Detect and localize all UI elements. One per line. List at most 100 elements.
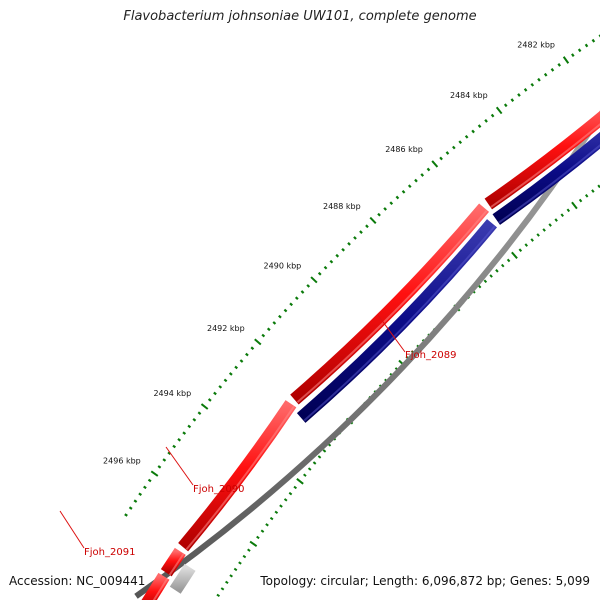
inner-ruler-tick	[303, 473, 307, 477]
inner-ruler-tick	[247, 548, 251, 552]
ruler-tick	[172, 444, 177, 449]
inner-ruler-tick	[260, 529, 265, 533]
forward-cds-fjoh-2090	[178, 400, 297, 552]
inner-ruler-tick	[530, 238, 534, 242]
ruler-label: 2486 kbp	[385, 145, 423, 154]
inner-ruler-tick	[293, 485, 298, 490]
forward-cds-fjoh-2089-neighbor-highlight	[296, 210, 488, 403]
inner-ruler-tick	[591, 189, 595, 193]
reverse-cds-upstream-highlight	[498, 144, 600, 224]
gene-label-fjoh-2089: Fjoh_2089	[405, 350, 456, 361]
ruler-tick	[420, 173, 425, 177]
ruler-tick	[187, 424, 192, 429]
forward-cds-upstream-highlight	[490, 123, 600, 208]
inner-ruler-tick	[506, 258, 511, 263]
ruler-tick	[431, 160, 439, 168]
ruler-label: 2482 kbp	[517, 40, 555, 49]
reverse-cds-fjoh-2089	[296, 219, 498, 423]
ruler-tick	[530, 82, 535, 87]
ruler-label: 2494 kbp	[153, 389, 191, 398]
inner-ruler-tick	[495, 269, 499, 273]
ruler-tick	[239, 359, 244, 363]
inner-ruler-tick	[225, 580, 229, 585]
inner-ruler-tick	[317, 455, 322, 459]
reverse-cds-fjoh-2089-highlight	[303, 225, 496, 422]
ruler-tick	[266, 327, 271, 332]
inner-ruler-tick	[584, 194, 589, 198]
inner-ruler-tick	[511, 251, 518, 259]
inner-ruler-tick	[279, 504, 283, 508]
gene-label-fjoh-2091: Fjoh_2091	[84, 547, 135, 558]
forward-cds-fjoh-2090-highlight	[185, 405, 295, 551]
inner-ruler-tick	[238, 561, 242, 565]
ruler-tick	[341, 247, 345, 252]
ruler-tick	[584, 43, 589, 48]
inner-ruler-tick	[249, 540, 258, 547]
ruler-tick	[124, 513, 128, 517]
ruler-tick	[458, 140, 463, 145]
inner-ruler-tick	[265, 523, 269, 527]
ruler-label: 2492 kbp	[207, 324, 245, 333]
ruler-tick	[495, 106, 503, 115]
ruler-ticks	[124, 34, 600, 598]
ruler-tick	[335, 253, 340, 258]
inner-ruler-tick	[524, 243, 528, 247]
ruler-tick	[207, 398, 212, 402]
ruler-tick	[543, 72, 548, 77]
ruler-tick	[157, 465, 162, 469]
ruler-tick	[484, 119, 488, 123]
pseudogene-fjoh-2091	[169, 563, 196, 594]
ruler-label: 2488 kbp	[323, 202, 361, 211]
inner-ruler-tick	[288, 491, 293, 496]
ruler-tick	[223, 378, 228, 383]
inner-ruler-tick	[518, 248, 523, 252]
ruler-tick	[218, 385, 223, 389]
ruler-tick	[426, 167, 431, 172]
ruler-tick	[283, 308, 288, 313]
inner-ruler-tick	[269, 516, 274, 521]
inner-ruler-tick	[296, 478, 304, 485]
ruler-tick	[445, 151, 450, 155]
map-title: Flavobacterium johnsoniae UW101, complet…	[123, 9, 477, 24]
ruler-tick	[197, 411, 202, 415]
inner-ruler-tick	[578, 198, 583, 203]
ruler-tick	[407, 184, 412, 189]
forward-cds-fjoh-2091	[160, 547, 186, 577]
inner-ruler-tick	[536, 233, 540, 237]
ruler-tick	[577, 48, 582, 53]
ruler-tick	[517, 93, 521, 97]
ruler-label: 2496 kbp	[103, 457, 141, 466]
gene-label-fjoh-2090: Fjoh_2090	[193, 484, 244, 495]
ruler-tick	[133, 499, 138, 503]
ruler-tick	[323, 265, 328, 270]
ruler-tick	[510, 98, 515, 102]
ruler-tick	[365, 224, 369, 229]
ruler-tick	[228, 372, 233, 376]
ruler-tick	[294, 296, 299, 300]
ruler-tick	[167, 451, 172, 456]
ruler-tick	[245, 352, 249, 357]
forward-cds-upstream	[484, 110, 600, 210]
ruler-tick	[192, 417, 197, 422]
inner-ruler-tick	[571, 201, 578, 210]
ruler-tick	[347, 242, 351, 246]
inner-ruler-tick	[229, 574, 233, 578]
ruler-tick	[452, 145, 456, 150]
ruler-tick	[250, 346, 255, 351]
inner-ruler-tick	[554, 218, 558, 222]
ruler-tick	[200, 403, 209, 410]
ruler-tick	[377, 212, 381, 217]
inner-ruler-tick	[256, 535, 260, 540]
ruler-tick	[128, 506, 133, 510]
ruler-tick	[254, 338, 262, 346]
ruler-tick	[490, 113, 495, 118]
reverse-cds-upstream	[492, 131, 600, 225]
genome-summary: Topology: circular; Length: 6,096,872 bp…	[260, 574, 590, 588]
ruler-tick	[395, 195, 400, 200]
ruler-tick	[550, 67, 555, 72]
ruler-tick	[383, 207, 387, 211]
ruler-labels: 2482 kbp 2484 kbp 2486 kbp 2488 kbp 2490 kbp…	[103, 40, 555, 465]
ruler-tick	[272, 321, 277, 325]
forward-cds-downstream	[141, 572, 170, 600]
ruler-tick	[147, 478, 152, 483]
